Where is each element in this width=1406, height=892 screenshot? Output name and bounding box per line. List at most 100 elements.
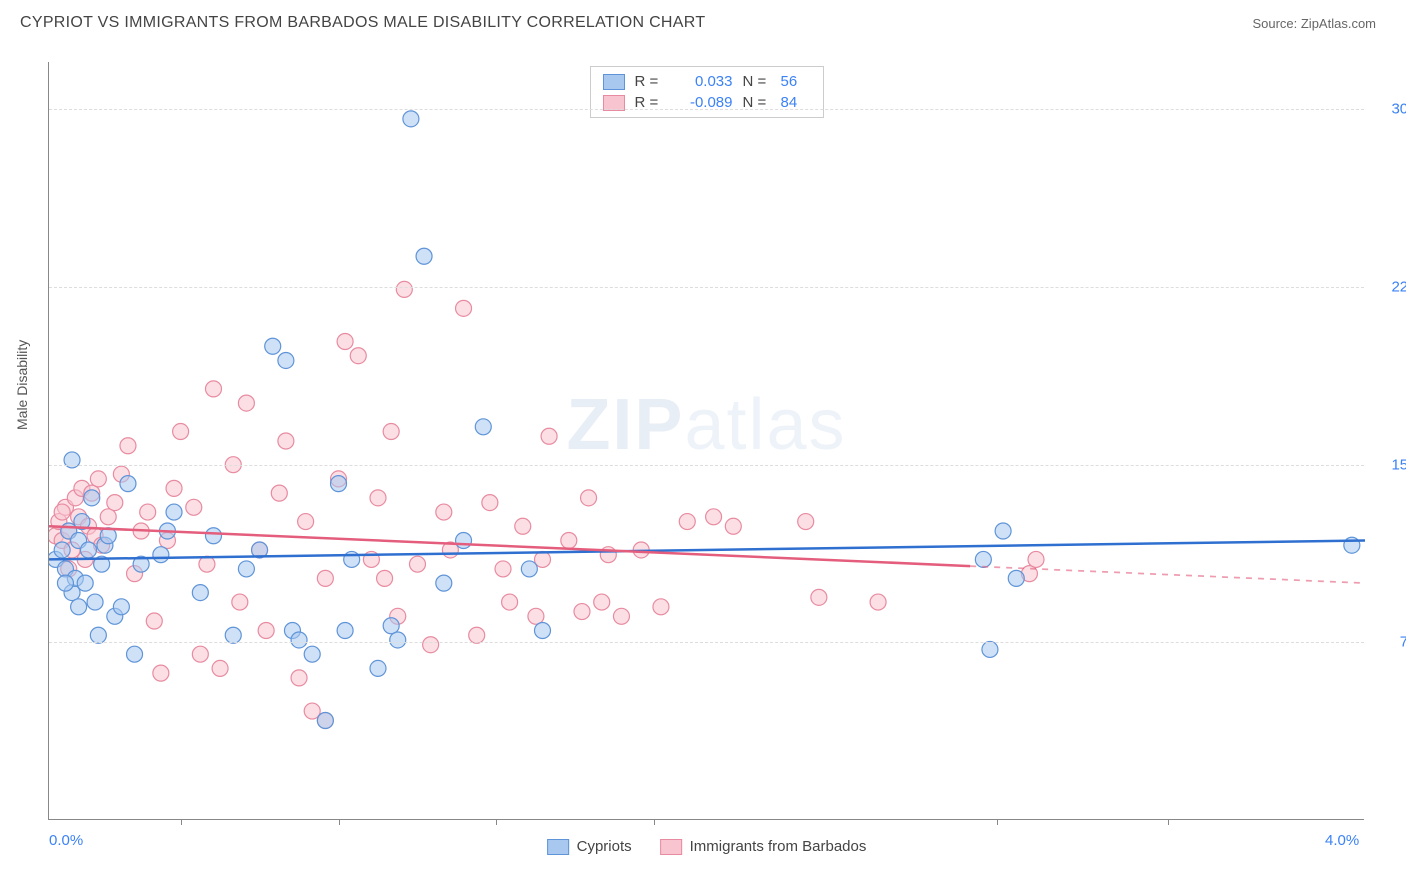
data-point: [57, 575, 73, 591]
data-point: [535, 623, 551, 639]
data-point: [653, 599, 669, 615]
data-point: [212, 660, 228, 676]
data-point: [1028, 551, 1044, 567]
data-point: [396, 281, 412, 297]
data-point: [613, 608, 629, 624]
data-point: [173, 424, 189, 440]
legend-label-2: Immigrants from Barbados: [690, 838, 867, 855]
series-legend: Cypriots Immigrants from Barbados: [547, 838, 867, 855]
legend-label-1: Cypriots: [577, 838, 632, 855]
r-label: R =: [635, 73, 663, 90]
gridline: [49, 287, 1364, 288]
data-point: [581, 490, 597, 506]
gridline: [49, 642, 1364, 643]
trend-line: [49, 540, 1365, 559]
data-point: [238, 395, 254, 411]
data-point: [436, 575, 452, 591]
legend-item-2: Immigrants from Barbados: [660, 838, 867, 855]
data-point: [403, 111, 419, 127]
data-point: [377, 570, 393, 586]
data-point: [258, 623, 274, 639]
data-point: [337, 334, 353, 350]
source-label: Source: ZipAtlas.com: [1252, 16, 1376, 31]
data-point: [120, 476, 136, 492]
data-point: [331, 476, 347, 492]
data-point: [71, 599, 87, 615]
data-point: [423, 637, 439, 653]
data-point: [120, 438, 136, 454]
data-point: [192, 585, 208, 601]
data-point: [291, 632, 307, 648]
data-point: [528, 608, 544, 624]
y-axis-label: Male Disability: [14, 340, 30, 430]
data-point: [409, 556, 425, 572]
data-point: [199, 556, 215, 572]
data-point: [390, 632, 406, 648]
chart-area: ZIPatlas R = 0.033 N = 56 R = -0.089 N =…: [48, 62, 1364, 820]
data-point: [515, 518, 531, 534]
data-point: [475, 419, 491, 435]
data-point: [80, 542, 96, 558]
data-point: [304, 646, 320, 662]
data-point: [482, 495, 498, 511]
data-point: [54, 504, 70, 520]
chart-title: CYPRIOT VS IMMIGRANTS FROM BARBADOS MALE…: [20, 14, 705, 32]
swatch-series-2-b: [660, 839, 682, 855]
data-point: [166, 504, 182, 520]
y-tick-label: 7.5%: [1400, 634, 1406, 651]
data-point: [469, 627, 485, 643]
data-point: [521, 561, 537, 577]
y-tick-label: 15.0%: [1391, 456, 1406, 473]
data-point: [232, 594, 248, 610]
data-point: [127, 646, 143, 662]
data-point: [982, 641, 998, 657]
x-tick: [997, 819, 998, 825]
data-point: [416, 248, 432, 264]
data-point: [495, 561, 511, 577]
data-point: [337, 623, 353, 639]
data-point: [278, 352, 294, 368]
data-point: [84, 490, 100, 506]
x-tick-label: 0.0%: [49, 832, 83, 849]
data-point: [870, 594, 886, 610]
data-point: [798, 514, 814, 530]
data-point: [291, 670, 307, 686]
data-point: [206, 528, 222, 544]
x-tick-label: 4.0%: [1325, 832, 1359, 849]
data-point: [456, 300, 472, 316]
data-point: [317, 570, 333, 586]
data-point: [77, 575, 93, 591]
n-value-1: 56: [781, 73, 811, 90]
legend-item-1: Cypriots: [547, 838, 632, 855]
gridline: [49, 109, 1364, 110]
trend-line: [49, 526, 970, 566]
data-point: [706, 509, 722, 525]
y-tick-label: 30.0%: [1391, 101, 1406, 118]
data-point: [1008, 570, 1024, 586]
data-point: [278, 433, 294, 449]
data-point: [436, 504, 452, 520]
data-point: [811, 589, 827, 605]
y-tick-label: 22.5%: [1391, 279, 1406, 296]
data-point: [271, 485, 287, 501]
header: CYPRIOT VS IMMIGRANTS FROM BARBADOS MALE…: [0, 0, 1406, 42]
data-point: [166, 480, 182, 496]
data-point: [679, 514, 695, 530]
gridline: [49, 465, 1364, 466]
data-point: [383, 424, 399, 440]
data-point: [298, 514, 314, 530]
data-point: [594, 594, 610, 610]
data-point: [995, 523, 1011, 539]
data-point: [975, 551, 991, 567]
data-point: [561, 532, 577, 548]
x-tick: [339, 819, 340, 825]
data-point: [90, 627, 106, 643]
swatch-series-1: [603, 74, 625, 90]
swatch-series-2: [603, 95, 625, 111]
data-point: [54, 542, 70, 558]
data-point: [574, 604, 590, 620]
data-point: [90, 471, 106, 487]
data-point: [350, 348, 366, 364]
data-point: [140, 504, 156, 520]
correlation-row-1: R = 0.033 N = 56: [603, 71, 811, 92]
